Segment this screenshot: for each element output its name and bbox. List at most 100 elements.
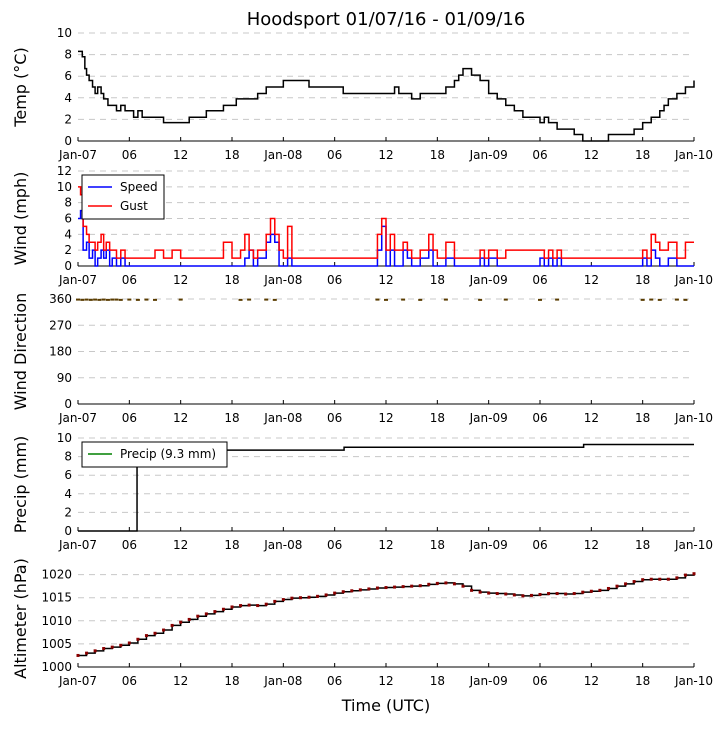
x-tick-label: Jan-09 [469, 148, 508, 162]
x-tick-label: 06 [327, 674, 342, 688]
y-tick-label: 180 [49, 345, 72, 359]
altimeter-point [666, 577, 670, 581]
altimeter-point [273, 599, 277, 603]
x-tick-label: Jan-09 [469, 411, 508, 425]
x-tick-label: 06 [327, 273, 342, 287]
y-tick-label: 90 [57, 371, 72, 385]
direction-point [538, 298, 542, 301]
direction-point [114, 298, 119, 301]
altimeter-point [367, 587, 371, 591]
y-tick-label: 360 [49, 292, 72, 306]
altimeter-point [136, 637, 140, 641]
direction-point [105, 298, 110, 301]
altimeter-point [290, 596, 294, 600]
altimeter-point [247, 603, 251, 607]
x-tick-label: Jan-07 [58, 411, 97, 425]
altimeter-point [350, 589, 354, 593]
altimeter-point [572, 592, 576, 596]
x-tick-label: Jan-08 [263, 674, 302, 688]
x-tick-label: Jan-07 [58, 674, 97, 688]
y-axis-label: Precip (mm) [11, 436, 30, 534]
direction-point [238, 298, 243, 301]
series-line-temp [78, 50, 695, 142]
direction-point [76, 298, 80, 301]
direction-point [118, 298, 123, 301]
panel-precip: 0 2 4 6 8 10 Jan-07 06 12 18 Jan-08 06 12 18 Jan-09 06 1… [11, 431, 713, 552]
legend-label: Precip (9.3 mm) [120, 447, 216, 461]
y-tick-label: 12 [57, 164, 72, 178]
altimeter-point [256, 604, 260, 608]
x-tick-label: 18 [224, 674, 239, 688]
direction-point [110, 298, 115, 301]
x-tick-label: Jan-09 [469, 674, 508, 688]
series-line-altimeter [78, 573, 695, 657]
altimeter-point [384, 586, 388, 590]
y-tick-label: 1010 [41, 614, 72, 628]
x-tick-label: 18 [224, 538, 239, 552]
x-tick-label: 18 [430, 674, 445, 688]
direction-point [97, 298, 102, 301]
legend-label: Gust [120, 199, 148, 213]
altimeter-point [615, 584, 619, 588]
y-tick-label: 2 [64, 243, 72, 257]
altimeter-point [76, 653, 80, 657]
x-tick-label: 18 [635, 148, 650, 162]
altimeter-point [393, 585, 397, 589]
altimeter-point [692, 572, 696, 576]
y-tick-label: 0 [64, 524, 72, 538]
altimeter-point [401, 585, 405, 589]
altimeter-point [581, 590, 585, 594]
direction-point [84, 298, 89, 301]
y-tick-label: 10 [57, 431, 72, 445]
direction-point [418, 298, 423, 301]
x-tick-label: 12 [584, 538, 599, 552]
altimeter-point [452, 582, 456, 586]
direction-point [443, 298, 448, 301]
altimeter-point [547, 592, 551, 596]
y-tick-label: 1000 [41, 660, 72, 674]
altimeter-point [487, 591, 491, 595]
x-tick-label: Jan-08 [263, 538, 302, 552]
y-tick-label: 0 [64, 134, 72, 148]
altimeter-point [461, 584, 465, 588]
x-tick-label: 12 [378, 148, 393, 162]
altimeter-point [93, 649, 97, 653]
altimeter-point [204, 612, 208, 616]
altimeter-point [281, 598, 285, 602]
altimeter-point [683, 573, 687, 577]
x-tick-label: Jan-08 [263, 148, 302, 162]
legend [81, 174, 165, 220]
x-tick-label: 06 [122, 148, 137, 162]
x-tick-label: 06 [532, 674, 547, 688]
altimeter-point [444, 581, 448, 585]
x-tick-label: 18 [635, 273, 650, 287]
x-tick-label: 06 [122, 411, 137, 425]
y-tick-label: 0 [64, 259, 72, 273]
x-tick-label: 12 [378, 538, 393, 552]
altimeter-point [358, 588, 362, 592]
altimeter-point [512, 593, 516, 597]
y-axis-label: Wind (mph) [11, 172, 30, 266]
y-tick-label: 2 [64, 505, 72, 519]
altimeter-point [333, 591, 337, 595]
x-tick-label: Jan-10 [674, 273, 713, 287]
x-tick-label: Jan-09 [469, 538, 508, 552]
y-tick-label: 6 [64, 69, 72, 83]
altimeter-point [298, 596, 302, 600]
altimeter-point [418, 584, 422, 588]
altimeter-point [427, 582, 431, 586]
altimeter-point [521, 594, 525, 598]
direction-point [272, 298, 277, 301]
altimeter-point [632, 580, 636, 584]
x-tick-label: 18 [430, 148, 445, 162]
altimeter-point [187, 617, 191, 621]
y-tick-label: 6 [64, 212, 72, 226]
altimeter-point [221, 607, 225, 611]
altimeter-point [324, 593, 328, 597]
altimeter-point [153, 631, 157, 635]
altimeter-point [102, 647, 106, 651]
x-tick-label: 18 [224, 273, 239, 287]
altimeter-point [179, 620, 183, 624]
x-tick-label: 06 [122, 273, 137, 287]
chart-title: Hoodsport 01/07/16 - 01/09/16 [247, 9, 526, 30]
